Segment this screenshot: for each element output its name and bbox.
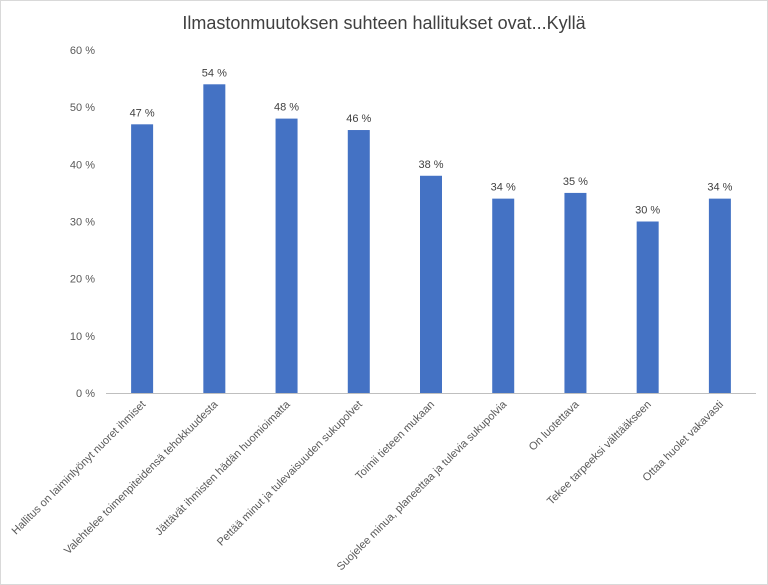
data-label: 35 %: [563, 176, 588, 188]
x-tick-label: Pettää minut ja tulevaisuuden sukupolvet: [215, 399, 365, 549]
x-tick-label: Suojelee minua, planeettaa ja tulevia su…: [335, 398, 510, 573]
x-tick-label: Ottaa huolet vakavasti: [641, 399, 726, 484]
y-tick-label: 40 %: [70, 159, 95, 171]
chart-title: Ilmastonmuutoksen suhteen hallitukset ov…: [182, 13, 586, 33]
y-tick-label: 0 %: [76, 388, 95, 400]
data-label: 34 %: [707, 182, 732, 194]
data-label: 34 %: [491, 182, 516, 194]
y-tick-label: 20 %: [70, 274, 95, 286]
y-tick-label: 10 %: [70, 331, 95, 343]
bar: [347, 130, 370, 394]
bar: [203, 84, 226, 394]
x-axis: Hallitus on laiminlyönyt nuoret ihmisetV…: [10, 398, 726, 573]
y-tick-label: 60 %: [70, 45, 95, 57]
data-label: 38 %: [418, 159, 443, 171]
bar: [636, 221, 659, 393]
bar: [492, 198, 515, 393]
bar: [275, 118, 298, 393]
data-label: 54 %: [202, 67, 227, 79]
data-label: 46 %: [346, 113, 371, 125]
y-axis: 0 % 10 % 20 % 30 % 40 % 50 % 60 %: [70, 45, 95, 400]
data-labels: 47 % 54 % 48 % 46 % 38 % 34 % 35 % 30 % 34 %: [130, 67, 733, 216]
bar: [131, 124, 154, 394]
bar: [564, 192, 587, 393]
x-tick-label: On luotettava: [527, 398, 582, 453]
data-label: 47 %: [130, 107, 155, 119]
x-tick-label: Jättävät ihmisten hädän huomioimatta: [153, 398, 293, 538]
x-tick-label: Hallitus on laiminlyönyt nuoret ihmiset: [10, 399, 149, 538]
bars: [131, 84, 731, 394]
x-tick-label: Toimii tieteen mukaan: [353, 399, 437, 483]
x-tick-label: Valehtelee toimenpiteidensä tehokkuudest…: [62, 398, 221, 557]
y-tick-label: 50 %: [70, 102, 95, 114]
bar: [420, 175, 442, 393]
y-tick-label: 30 %: [70, 217, 95, 229]
bar: [708, 198, 731, 393]
data-label: 30 %: [635, 205, 660, 217]
data-label: 48 %: [274, 102, 299, 114]
